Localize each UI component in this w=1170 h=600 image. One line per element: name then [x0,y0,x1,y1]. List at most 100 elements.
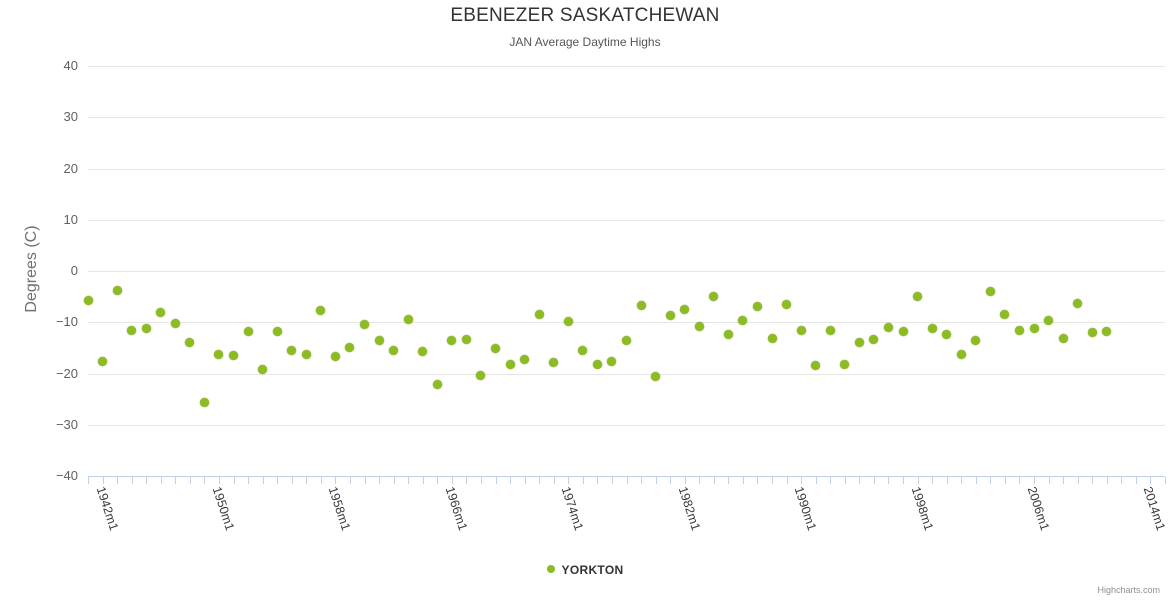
x-axis-tick-label: 1958m1 [326,485,354,533]
data-point[interactable] [694,322,704,332]
data-point[interactable] [723,330,733,340]
x-axis-ticks [88,477,1170,485]
data-point[interactable] [447,336,457,346]
data-point[interactable] [360,319,370,329]
legend-item-label: YORKTON [561,562,624,577]
gridline [88,373,1165,375]
data-point[interactable] [214,349,224,359]
data-point[interactable] [1087,328,1097,337]
x-axis-tick [379,477,381,484]
data-point[interactable] [1044,315,1054,325]
data-point[interactable] [243,327,253,337]
data-point[interactable] [258,365,268,375]
data-point[interactable] [825,326,835,336]
data-point[interactable] [461,334,471,344]
data-point[interactable] [127,325,137,335]
data-point[interactable] [491,344,500,354]
data-point[interactable] [927,323,937,333]
x-axis-tick [1135,477,1137,484]
x-axis-tick [480,477,482,484]
x-axis-tick [699,477,701,484]
data-point[interactable] [854,337,864,347]
data-point[interactable] [374,335,384,345]
data-point[interactable] [170,319,180,329]
data-point[interactable] [956,349,966,359]
y-axis-tick-label: 0 [70,263,78,278]
data-point[interactable] [432,379,442,389]
x-axis-labels: 1942m1 1950m1 1958m1 1966m1 1974m1 1982m1 1990… [88,485,1170,555]
data-point[interactable] [578,346,588,356]
x-axis-tick [218,477,220,484]
x-axis-tick [117,477,119,484]
data-point[interactable] [622,336,631,346]
data-point[interactable] [418,346,428,356]
data-point[interactable] [185,338,195,348]
data-point[interactable] [563,316,573,326]
data-point[interactable] [782,299,792,309]
data-point[interactable] [811,360,821,370]
data-point[interactable] [752,302,762,312]
data-point[interactable] [985,287,995,296]
data-point[interactable] [869,334,879,344]
x-axis-tick [175,477,177,484]
y-axis-tick-label: −30 [55,416,78,432]
data-point[interactable] [403,314,413,324]
x-axis-tick [88,477,89,484]
data-point[interactable] [665,311,675,321]
y-axis-labels: 40 30 20 10 0 −10 −20 −30 −40 [12,58,78,483]
data-point[interactable] [83,296,93,306]
data-point[interactable] [592,359,602,369]
data-point[interactable] [141,324,151,334]
data-point[interactable] [709,291,719,301]
x-axis-tick [1106,477,1108,484]
data-point[interactable] [98,357,108,367]
data-point[interactable] [607,357,617,367]
data-point[interactable] [636,301,646,311]
data-point[interactable] [942,330,952,340]
data-point[interactable] [1073,298,1083,308]
data-point[interactable] [738,316,748,326]
data-point[interactable] [520,355,530,365]
data-point[interactable] [389,345,399,355]
data-point[interactable] [898,326,908,336]
data-point[interactable] [913,292,923,302]
x-axis-tick [510,477,512,484]
data-point[interactable] [229,350,239,360]
data-point[interactable] [1014,325,1024,335]
data-point[interactable] [767,333,777,343]
data-point[interactable] [505,360,515,370]
data-point[interactable] [1102,327,1112,337]
data-point[interactable] [287,346,297,356]
data-point[interactable] [199,397,209,407]
data-point[interactable] [1000,310,1010,320]
data-point[interactable] [534,309,544,319]
data-point[interactable] [301,350,311,360]
data-point[interactable] [476,371,486,381]
x-axis-tick-label: 2014m1 [1141,485,1169,533]
x-axis-tick [1034,477,1035,484]
data-point[interactable] [156,308,166,317]
x-axis-tick-label: 1990m1 [791,485,820,533]
data-point[interactable] [883,322,893,332]
data-point[interactable] [345,342,355,352]
data-point[interactable] [651,372,661,382]
x-axis-tick [349,477,351,484]
y-axis-tick-label: 20 [63,160,78,176]
data-point[interactable] [112,286,122,296]
data-point[interactable] [549,358,559,368]
data-point[interactable] [796,325,806,335]
data-point[interactable] [272,326,282,336]
x-axis-tick-label: 1942m1 [93,485,121,533]
data-point[interactable] [971,336,981,346]
x-axis-tick [917,477,919,484]
data-point[interactable] [1058,333,1068,343]
data-point[interactable] [680,305,690,315]
legend-item-yorkton[interactable]: YORKTON [546,562,624,577]
highcharts-credits-link[interactable]: Highcharts.com [1097,585,1160,595]
data-point[interactable] [330,351,340,361]
data-point[interactable] [316,306,326,316]
x-axis-line [88,476,1165,477]
data-point[interactable] [1029,324,1039,334]
data-point[interactable] [840,360,850,370]
gridline [88,168,1165,170]
